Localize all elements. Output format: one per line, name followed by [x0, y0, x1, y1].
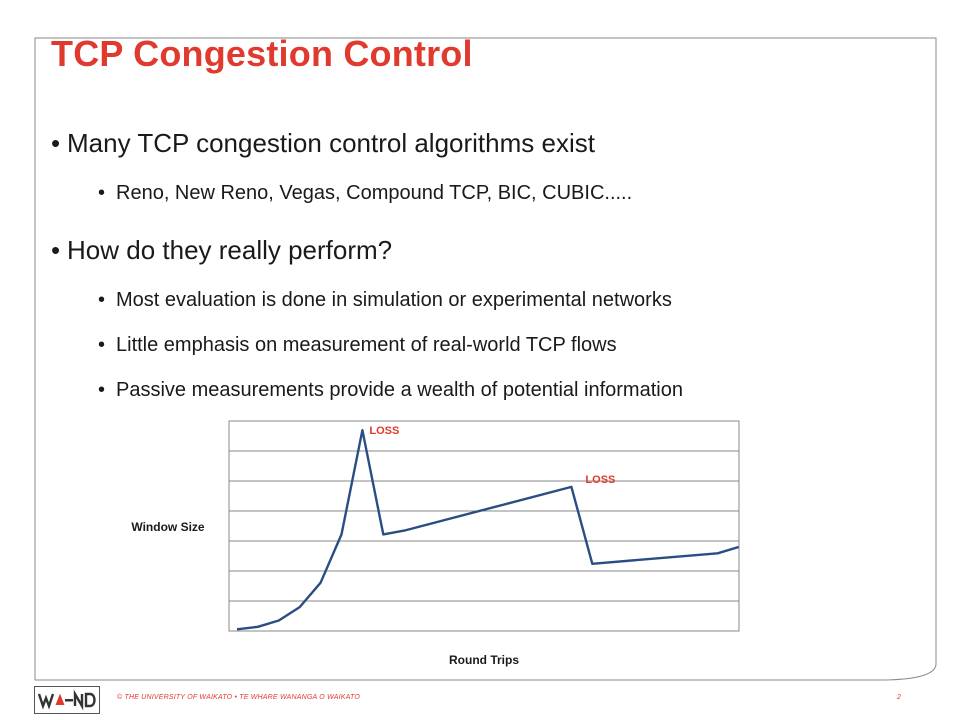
bullet-glyph: •	[98, 334, 106, 356]
sub-bullet-evaluation: • Most evaluation is done in simulation o…	[98, 289, 672, 312]
sub-bullet-emphasis: • Little emphasis on measurement of real-…	[98, 334, 617, 357]
loss-annotation: LOSS	[369, 425, 399, 437]
bullet-text: Reno, New Reno, Vegas, Compound TCP, BIC…	[116, 182, 633, 204]
window-size-line	[236, 429, 739, 631]
bullet-text: How do they really perform?	[67, 235, 393, 265]
bullet-text: Passive measurements provide a wealth of…	[116, 379, 683, 401]
bullet-glyph: •	[98, 379, 106, 401]
wand-logo	[34, 686, 100, 714]
chart-series	[236, 429, 739, 631]
slide-title: TCP Congestion Control	[51, 33, 473, 74]
footer-university: © THE UNIVERSITY OF WAIKATO • TE WHARE W…	[117, 694, 360, 701]
x-axis-label: Round Trips	[449, 653, 519, 667]
chart-grid	[228, 420, 740, 632]
bullet-glyph: •	[98, 289, 106, 311]
plot-area	[228, 420, 740, 632]
bullet-glyph: •	[51, 235, 61, 265]
loss-annotation: LOSS	[585, 474, 615, 486]
bullet-algorithms: • Many TCP congestion control algorithms …	[51, 128, 595, 159]
page-number: 2	[897, 694, 901, 701]
bullet-text: Most evaluation is done in simulation or…	[116, 289, 672, 311]
sub-bullet-passive: • Passive measurements provide a wealth o…	[98, 379, 683, 402]
chart-annotations: LOSS LOSS	[369, 425, 615, 486]
bullet-performance: • How do they really perform?	[51, 235, 392, 266]
bullet-text: Little emphasis on measurement of real-w…	[116, 334, 617, 356]
bullet-glyph: •	[51, 128, 61, 158]
y-axis-label: Window Size	[131, 520, 205, 534]
slide-border	[34, 37, 937, 681]
sub-bullet-algorithm-list: • Reno, New Reno, Vegas, Compound TCP, BI…	[98, 182, 632, 205]
bullet-text: Many TCP congestion control algorithms e…	[67, 128, 595, 158]
bullet-glyph: •	[98, 182, 106, 204]
